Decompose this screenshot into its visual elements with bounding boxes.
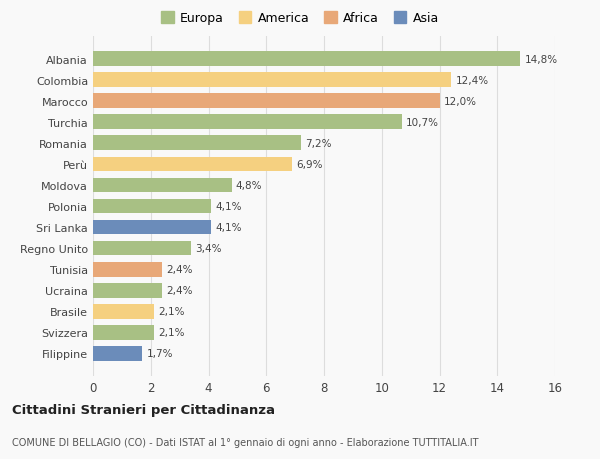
Text: 10,7%: 10,7% [406,118,439,128]
Text: 3,4%: 3,4% [196,244,222,253]
Bar [93,136,301,151]
Bar [93,325,154,340]
Text: 1,7%: 1,7% [146,348,173,358]
Bar [93,283,162,298]
Bar [93,157,292,172]
Text: COMUNE DI BELLAGIO (CO) - Dati ISTAT al 1° gennaio di ogni anno - Elaborazione T: COMUNE DI BELLAGIO (CO) - Dati ISTAT al … [12,437,479,447]
Bar [93,304,154,319]
Text: Cittadini Stranieri per Cittadinanza: Cittadini Stranieri per Cittadinanza [12,403,275,416]
Bar [93,73,451,88]
Text: 7,2%: 7,2% [305,139,332,149]
Text: 2,4%: 2,4% [167,285,193,296]
Bar [93,115,402,130]
Bar [93,94,439,109]
Text: 2,1%: 2,1% [158,307,184,317]
Bar [93,220,211,235]
Bar [93,52,520,67]
Bar [93,346,142,361]
Text: 4,8%: 4,8% [236,180,262,190]
Text: 12,0%: 12,0% [444,96,477,106]
Text: 2,1%: 2,1% [158,328,184,337]
Bar [93,178,232,193]
Legend: Europa, America, Africa, Asia: Europa, America, Africa, Asia [157,9,443,29]
Text: 2,4%: 2,4% [167,264,193,274]
Text: 4,1%: 4,1% [216,202,242,212]
Bar [93,262,162,277]
Text: 4,1%: 4,1% [216,223,242,233]
Bar [93,199,211,214]
Text: 6,9%: 6,9% [296,160,323,169]
Text: 12,4%: 12,4% [455,76,488,85]
Text: 14,8%: 14,8% [524,55,558,65]
Bar [93,241,191,256]
